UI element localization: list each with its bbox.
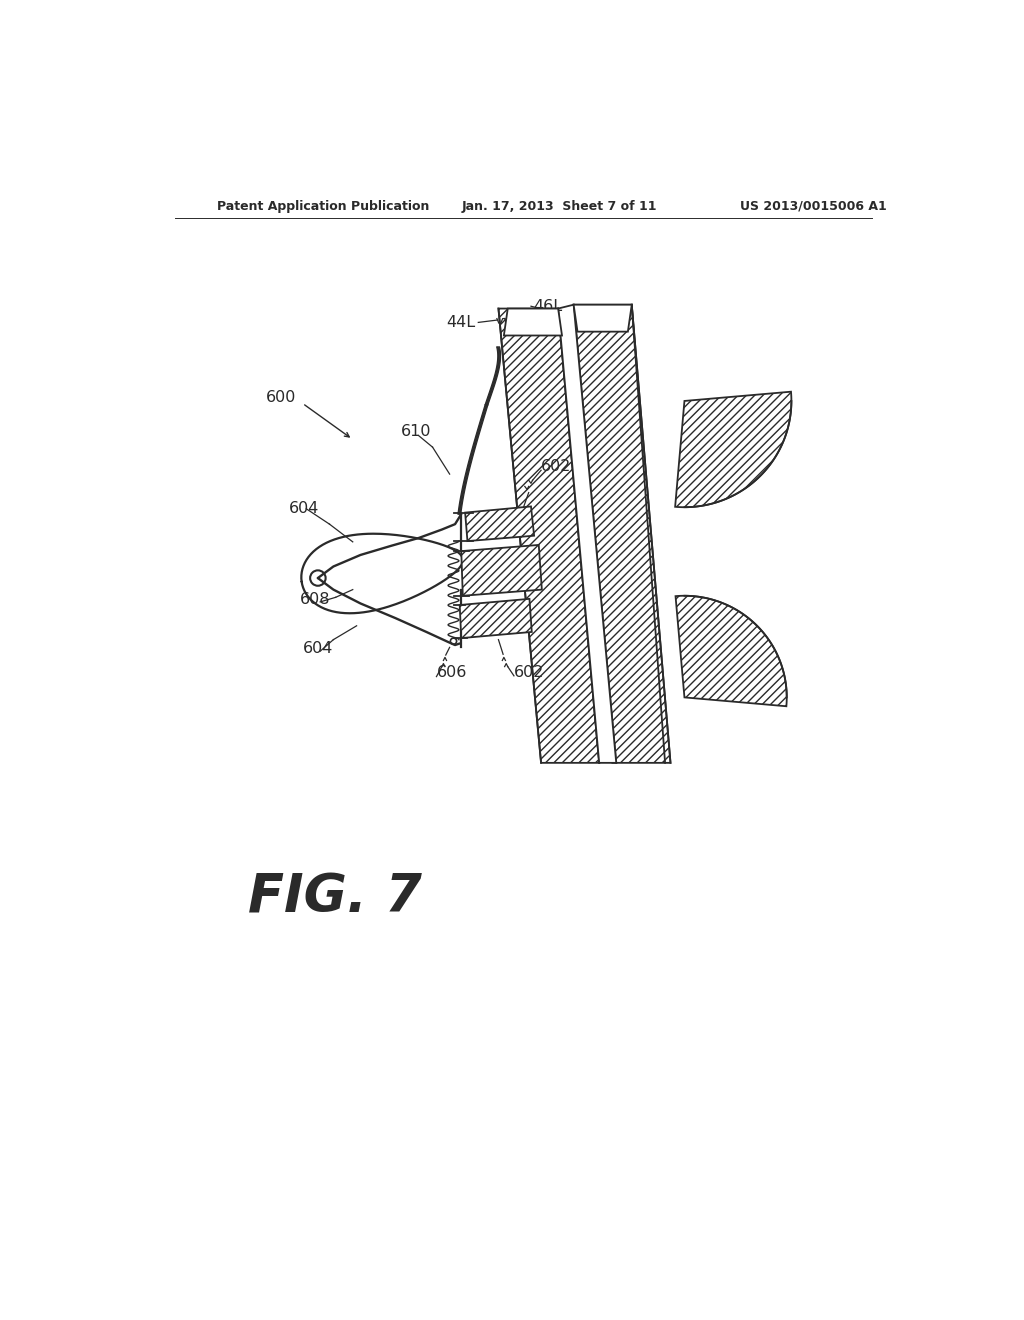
Text: 610: 610 xyxy=(400,424,431,440)
Polygon shape xyxy=(675,392,792,507)
Text: 608: 608 xyxy=(300,593,331,607)
Polygon shape xyxy=(460,599,531,638)
Text: Patent Application Publication: Patent Application Publication xyxy=(217,199,429,213)
Text: 602: 602 xyxy=(514,665,545,680)
Text: 604: 604 xyxy=(289,502,318,516)
Polygon shape xyxy=(499,309,599,763)
Polygon shape xyxy=(573,305,671,763)
Text: FIG. 7: FIG. 7 xyxy=(248,871,422,924)
Text: 606: 606 xyxy=(436,665,467,680)
Text: 602: 602 xyxy=(541,459,571,474)
Text: Jan. 17, 2013  Sheet 7 of 11: Jan. 17, 2013 Sheet 7 of 11 xyxy=(461,199,656,213)
Text: 46L: 46L xyxy=(534,298,562,314)
Polygon shape xyxy=(461,545,542,595)
Polygon shape xyxy=(465,507,535,541)
Polygon shape xyxy=(558,305,616,763)
Polygon shape xyxy=(676,595,786,706)
Polygon shape xyxy=(573,305,632,331)
Text: 604: 604 xyxy=(302,642,333,656)
Text: US 2013/0015006 A1: US 2013/0015006 A1 xyxy=(740,199,887,213)
Text: 44L: 44L xyxy=(446,315,475,330)
Polygon shape xyxy=(504,309,562,335)
Text: 600: 600 xyxy=(266,389,296,405)
